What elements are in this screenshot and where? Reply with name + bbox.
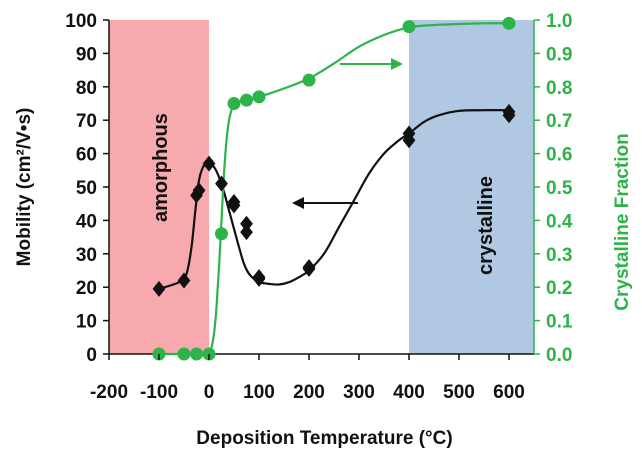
crystalline-fraction-point (177, 347, 191, 361)
y-right-tick-label: 0.3 (546, 245, 572, 266)
y-left-tick-label: 30 (76, 245, 97, 266)
x-tick-label: 400 (393, 382, 425, 403)
y-right-tick-label: 0.7 (546, 111, 572, 132)
x-tick-label: 300 (343, 382, 375, 403)
y-right-tick-label: 0.4 (546, 211, 573, 232)
mobility-point (240, 215, 253, 232)
x-tick-label: 200 (293, 382, 325, 403)
y-left-tick-label: 100 (65, 11, 97, 32)
y-axis-right-title: Crystalline Fraction (612, 133, 633, 310)
y-left-tick-label: 60 (76, 145, 97, 166)
y-right-tick-label: 1.0 (546, 11, 572, 32)
mobility-point (240, 224, 253, 241)
y-left-tick-label: 40 (76, 211, 97, 232)
mobility-point (177, 272, 191, 289)
y-left-tick-label: 20 (76, 278, 97, 299)
mobility-point (152, 280, 166, 297)
y-right-tick-label: 0.6 (546, 145, 572, 166)
crystalline-fraction-point (502, 16, 516, 30)
mobility-point (215, 175, 228, 192)
y-right-tick-label: 0.0 (546, 345, 572, 366)
crystalline-fraction-point (302, 73, 316, 87)
mobility-point (202, 155, 216, 172)
crystalline-fraction-point (215, 227, 228, 241)
y-left-tick-label: 90 (76, 44, 97, 65)
y-right-tick-label: 0.9 (546, 44, 572, 65)
crystalline-fraction-point (252, 90, 266, 104)
crystalline-fraction-point (240, 93, 253, 107)
y-right-tick-label: 0.8 (546, 78, 572, 99)
mobility-point (252, 270, 266, 287)
x-tick-label: -200 (90, 382, 128, 403)
crystalline-region (409, 20, 534, 354)
y-left-tick-label: 0 (86, 345, 97, 366)
mobility-point (302, 260, 316, 277)
y-right-tick-label: 0.2 (546, 278, 572, 299)
mobility-point (192, 182, 206, 199)
x-tick-label: 600 (493, 382, 525, 403)
x-tick-label: -100 (140, 382, 178, 403)
amorphous-region (109, 20, 209, 354)
crystalline-fraction-point (227, 97, 241, 110)
y-left-tick-label: 10 (76, 312, 97, 333)
y-right-tick-label: 0.1 (546, 312, 573, 333)
mobility-arrow-head (292, 197, 304, 209)
mobility-point (502, 107, 516, 124)
crystalline-fraction-point (402, 20, 416, 34)
mobility-point (227, 197, 241, 214)
y-left-tick-label: 80 (76, 78, 97, 99)
y-right-tick-label: 0.5 (546, 178, 573, 199)
x-axis-title: Deposition Temperature (°C) (196, 428, 452, 449)
fraction-arrow-head (391, 58, 403, 70)
y-left-tick-label: 50 (76, 178, 97, 199)
mobility-point (402, 132, 416, 149)
x-tick-label: 500 (443, 382, 475, 403)
y-left-tick-label: 70 (76, 111, 97, 132)
x-tick-label: 100 (243, 382, 275, 403)
crystalline-region-label: crystalline (475, 176, 497, 275)
crystalline-fraction-point (190, 347, 203, 361)
amorphous-region-label: amorphous (150, 113, 172, 222)
x-tick-label: 0 (204, 382, 215, 403)
y-axis-left-title: Mobility (cm²/V•s) (14, 108, 35, 267)
